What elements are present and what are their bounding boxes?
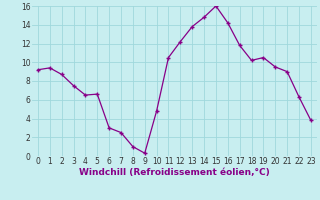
X-axis label: Windchill (Refroidissement éolien,°C): Windchill (Refroidissement éolien,°C): [79, 168, 270, 177]
